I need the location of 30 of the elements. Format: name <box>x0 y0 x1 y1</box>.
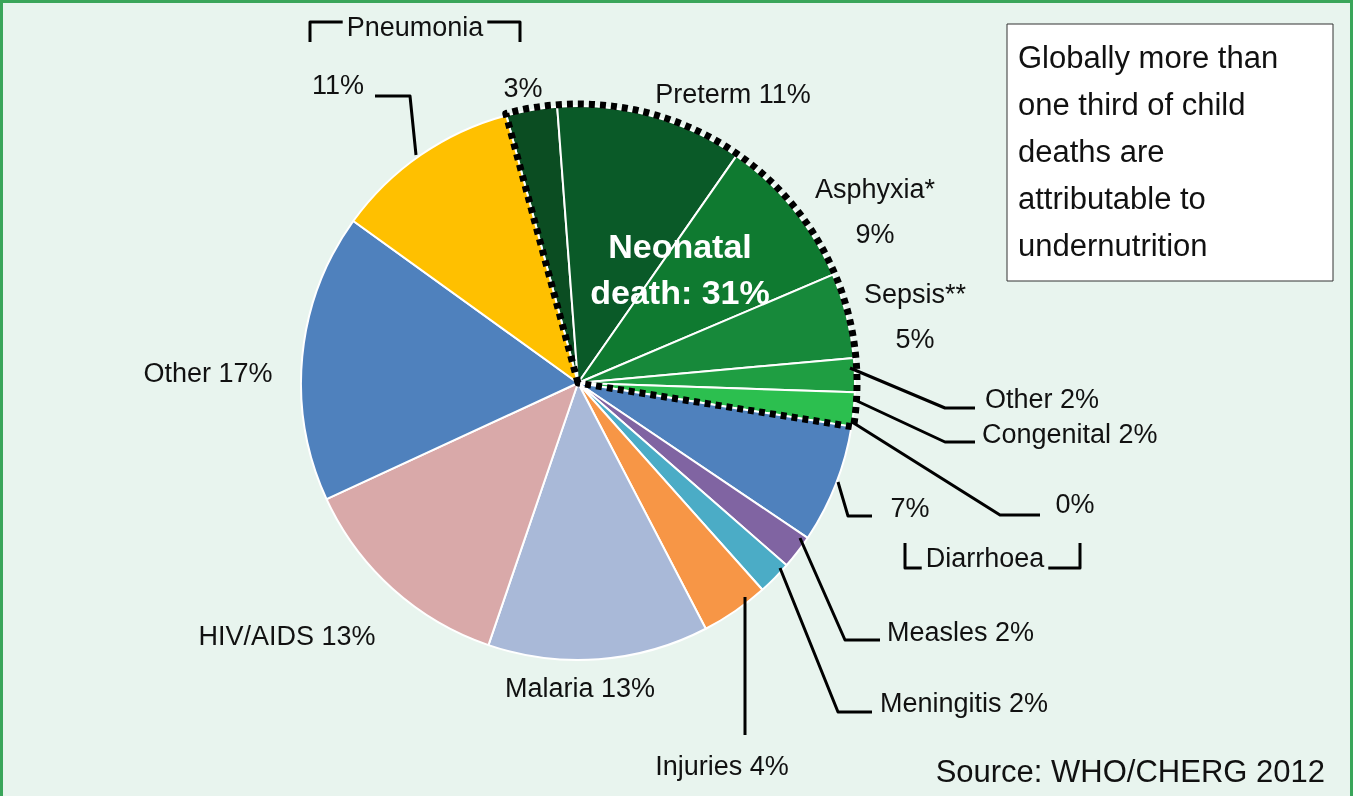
data-label: 2% <box>1118 419 1158 449</box>
data-label: 5% <box>895 324 935 354</box>
data-label: 11% <box>311 70 365 100</box>
slice-label: Meningitis <box>880 688 1002 718</box>
data-label: 17% <box>218 358 273 388</box>
data-label: 7% <box>890 493 930 523</box>
slice-label: HIV/AIDS <box>198 621 314 651</box>
data-label: 2% <box>1060 384 1100 414</box>
slice-label: Preterm <box>655 79 752 109</box>
source-note: Source: WHO/CHERG 2012 <box>935 754 1325 789</box>
data-label: 2% <box>995 617 1035 647</box>
data-label: 2% <box>1009 688 1049 718</box>
data-label: 11% <box>758 79 811 109</box>
data-label: 13% <box>600 673 656 703</box>
slice-label: Measles <box>887 617 988 647</box>
slice-label: Other <box>985 384 1053 414</box>
data-label: 13% <box>321 621 376 651</box>
slice-label: Pneumonia <box>346 12 485 42</box>
data-label: 9% <box>855 219 895 249</box>
slice-label: Diarrhoea <box>925 543 1046 573</box>
slice-label: Injuries <box>655 751 743 781</box>
slice-label: Congenital <box>982 419 1112 449</box>
slice-label: Other <box>143 358 211 388</box>
data-label: 3% <box>503 73 543 103</box>
slice-label: Sepsis** <box>863 279 967 309</box>
data-label: 4% <box>749 751 789 781</box>
slice-label: Malaria <box>504 673 595 703</box>
slice-label: Asphyxia* <box>814 174 936 204</box>
text: Globally more than one third of child deaths are attributable to undernutrition <box>1018 40 1279 263</box>
text: 0% <box>1055 489 1095 519</box>
